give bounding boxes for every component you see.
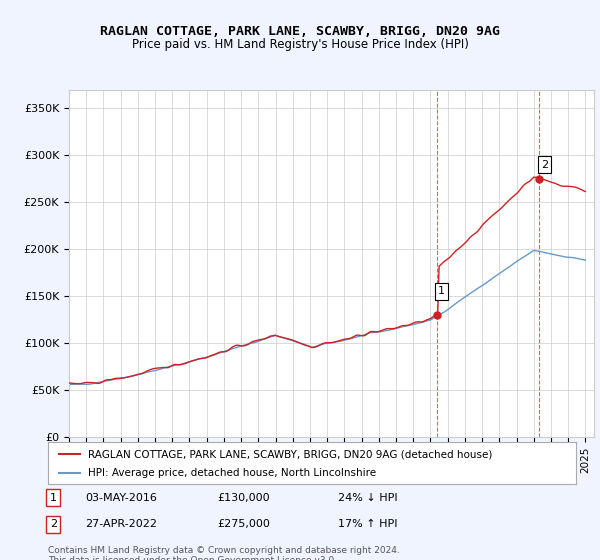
Text: 27-APR-2022: 27-APR-2022 <box>85 519 157 529</box>
Text: 17% ↑ HPI: 17% ↑ HPI <box>338 519 398 529</box>
Text: RAGLAN COTTAGE, PARK LANE, SCAWBY, BRIGG, DN20 9AG (detached house): RAGLAN COTTAGE, PARK LANE, SCAWBY, BRIGG… <box>88 449 492 459</box>
Text: 24% ↓ HPI: 24% ↓ HPI <box>338 493 398 503</box>
Text: £275,000: £275,000 <box>217 519 270 529</box>
Text: 2: 2 <box>50 519 57 529</box>
Text: 2: 2 <box>541 160 548 170</box>
Text: £130,000: £130,000 <box>217 493 269 503</box>
Text: Contains HM Land Registry data © Crown copyright and database right 2024.
This d: Contains HM Land Registry data © Crown c… <box>48 546 400 560</box>
Text: 1: 1 <box>50 493 57 503</box>
Text: 03-MAY-2016: 03-MAY-2016 <box>85 493 157 503</box>
Text: 1: 1 <box>438 286 445 296</box>
Text: Price paid vs. HM Land Registry's House Price Index (HPI): Price paid vs. HM Land Registry's House … <box>131 38 469 51</box>
Text: HPI: Average price, detached house, North Lincolnshire: HPI: Average price, detached house, Nort… <box>88 468 376 478</box>
Text: RAGLAN COTTAGE, PARK LANE, SCAWBY, BRIGG, DN20 9AG: RAGLAN COTTAGE, PARK LANE, SCAWBY, BRIGG… <box>100 25 500 38</box>
